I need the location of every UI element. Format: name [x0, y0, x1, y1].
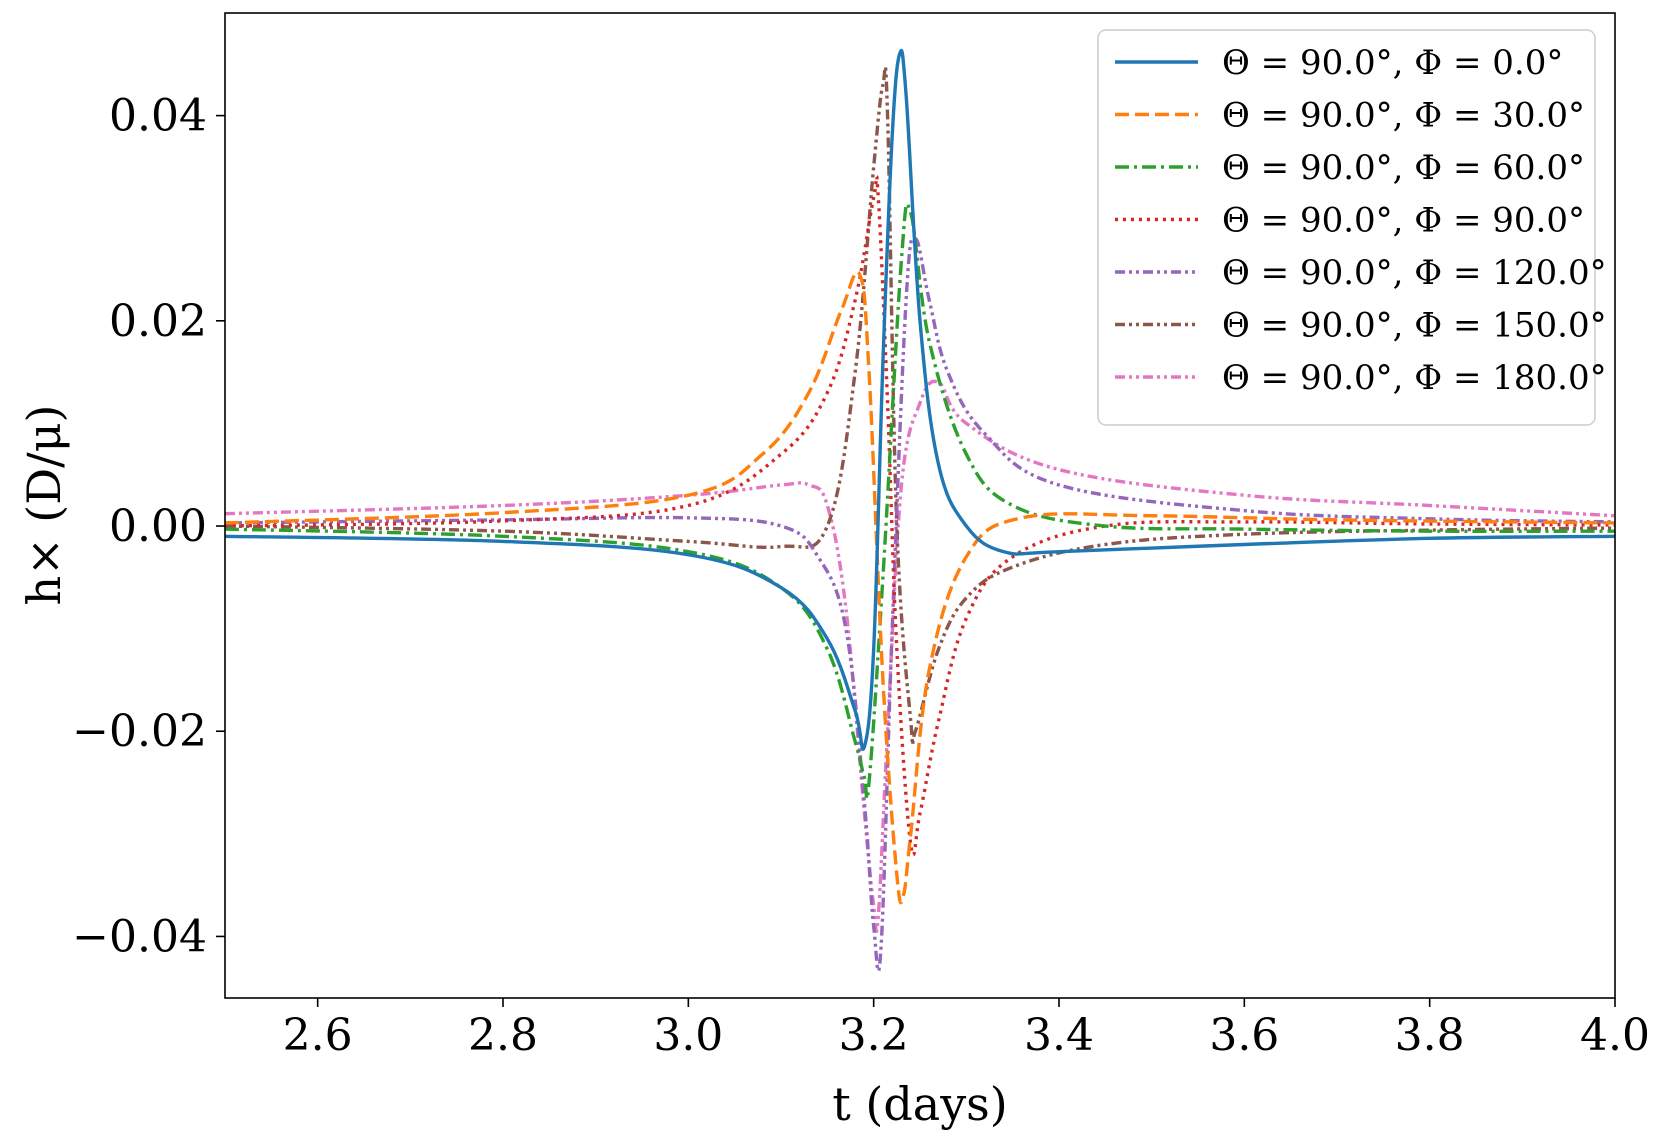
- y-tick-label: 0.02: [109, 296, 207, 347]
- legend-label: Θ = 90.0°, Φ = 0.0°: [1222, 43, 1563, 83]
- y-tick-label: 0.00: [109, 501, 207, 552]
- legend-box: [1097, 29, 1596, 426]
- legend-label: Θ = 90.0°, Φ = 90.0°: [1222, 201, 1585, 241]
- series-line: [225, 236, 1615, 973]
- x-tick-label: 3.2: [839, 1010, 909, 1061]
- x-tick-label: 3.0: [653, 1010, 723, 1061]
- y-axis-ticks: 0.04 0.02 0.00 −0.02 −0.04: [72, 91, 225, 962]
- series-layer: [225, 48, 1615, 973]
- legend-label: Θ = 90.0°, Φ = 60.0°: [1222, 148, 1585, 188]
- x-tick-label: 2.8: [468, 1010, 538, 1061]
- x-tick-label: 3.8: [1395, 1010, 1465, 1061]
- y-axis-label: h× (D/μ): [17, 405, 71, 606]
- legend-label: Θ = 90.0°, Φ = 120.0°: [1222, 253, 1607, 293]
- x-tick-label: 3.6: [1209, 1010, 1279, 1061]
- legend: Θ = 90.0°, Φ = 0.0° Θ = 90.0°, Φ = 30.0° Θ…: [1097, 29, 1607, 426]
- x-tick-label: 3.4: [1024, 1010, 1094, 1061]
- series-line: [225, 65, 1615, 747]
- legend-label: Θ = 90.0°, Φ = 150.0°: [1222, 306, 1607, 346]
- series-line: [225, 48, 1615, 751]
- series-line: [225, 202, 1615, 801]
- series-line: [225, 174, 1615, 857]
- x-tick-label: 4.0: [1580, 1010, 1650, 1061]
- x-axis-label: t (days): [832, 1077, 1007, 1131]
- x-tick-label: 2.6: [283, 1010, 353, 1061]
- legend-label: Θ = 90.0°, Φ = 30.0°: [1222, 96, 1585, 136]
- series-line: [225, 379, 1615, 934]
- y-tick-label: −0.02: [72, 706, 207, 757]
- series-line: [225, 270, 1615, 905]
- y-tick-label: −0.04: [72, 911, 207, 962]
- plot-frame: [224, 12, 1616, 999]
- y-tick-label: 0.04: [109, 91, 207, 142]
- x-axis-ticks: 2.6 2.8 3.0 3.2 3.4 3.6 3.8 4.0: [283, 998, 1650, 1061]
- legend-label: Θ = 90.0°, Φ = 180.0°: [1222, 358, 1607, 398]
- legend-entries: Θ = 90.0°, Φ = 0.0° Θ = 90.0°, Φ = 30.0° Θ…: [1115, 43, 1607, 398]
